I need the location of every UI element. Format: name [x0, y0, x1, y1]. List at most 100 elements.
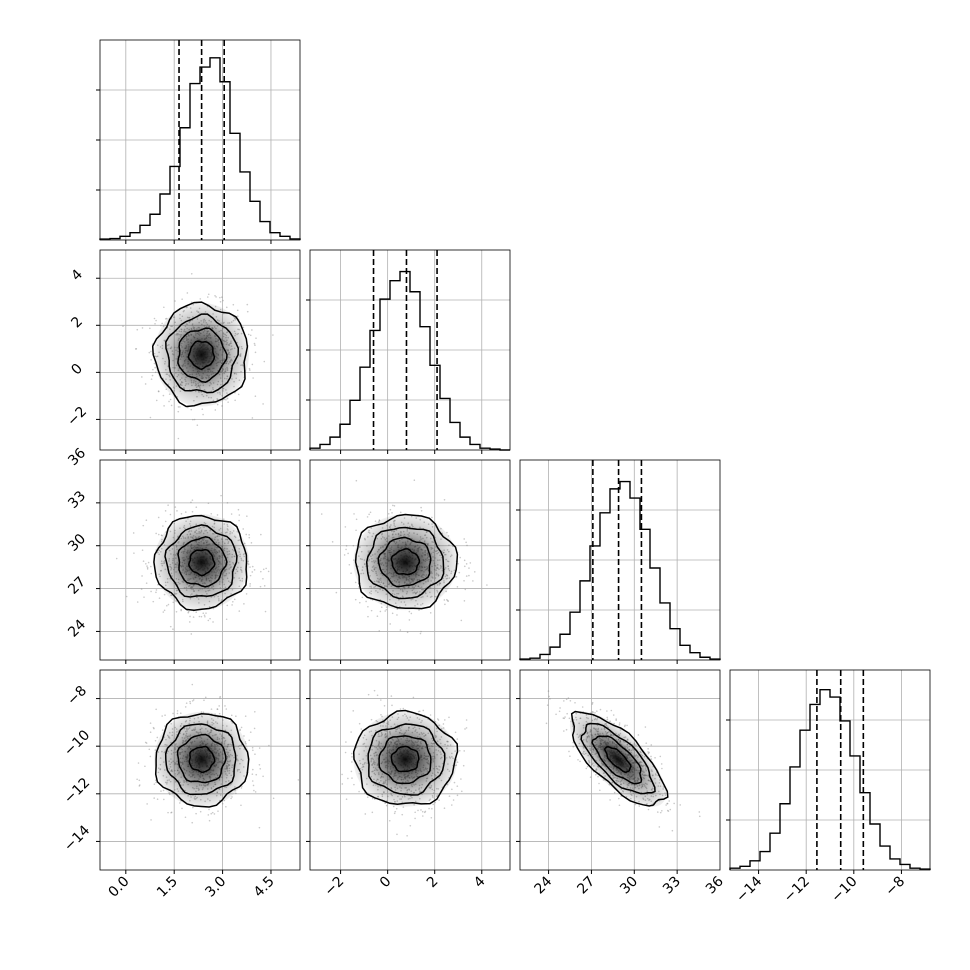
- sample-point: [163, 593, 166, 596]
- sample-point: [385, 804, 388, 807]
- sample-point: [265, 567, 267, 570]
- density-fill: [353, 514, 458, 611]
- sample-point: [468, 574, 470, 577]
- sample-point: [436, 718, 439, 720]
- sample-point: [345, 545, 348, 547]
- sample-point: [221, 296, 223, 298]
- sample-point: [654, 756, 656, 759]
- sample-point: [146, 803, 148, 805]
- sample-point: [413, 479, 416, 482]
- sample-point: [259, 585, 262, 588]
- sample-point: [396, 833, 398, 836]
- sample-point: [164, 725, 166, 727]
- sample-point: [410, 612, 413, 615]
- sample-point: [254, 395, 257, 398]
- sample-point: [459, 556, 461, 559]
- sample-point: [163, 609, 166, 612]
- sample-point: [566, 712, 568, 715]
- sample-point: [156, 736, 159, 739]
- sample-point: [559, 707, 561, 709]
- sample-point: [217, 810, 219, 812]
- sample-point: [208, 808, 210, 811]
- sample-point: [251, 417, 254, 419]
- scatter-panel-3-0: [96, 669, 301, 874]
- sample-point: [401, 813, 404, 816]
- sample-point: [163, 798, 165, 801]
- sample-point: [446, 599, 449, 602]
- sample-point: [428, 807, 430, 810]
- sample-point: [417, 809, 419, 812]
- sample-point: [591, 710, 594, 713]
- sample-point: [251, 565, 254, 568]
- sample-point: [463, 538, 466, 540]
- sample-point: [208, 819, 211, 822]
- sample-point: [177, 410, 180, 413]
- sample-point: [160, 534, 163, 536]
- sample-point: [255, 337, 257, 339]
- sample-point: [458, 571, 461, 574]
- contour-line: [377, 536, 432, 588]
- sample-point: [599, 789, 601, 792]
- sample-point: [135, 348, 137, 350]
- sample-point: [463, 565, 466, 568]
- sample-point: [122, 325, 124, 328]
- sample-point: [162, 789, 165, 792]
- sample-point: [380, 606, 383, 608]
- sample-point: [456, 794, 459, 797]
- sample-point: [226, 604, 229, 607]
- sample-point: [451, 788, 453, 791]
- sample-point: [456, 586, 459, 588]
- sample-point: [412, 696, 415, 699]
- sample-point: [225, 805, 227, 808]
- sample-point: [669, 808, 672, 811]
- sample-point: [200, 615, 203, 618]
- sample-point: [251, 773, 254, 775]
- sample-point: [125, 595, 128, 598]
- contour-line: [188, 548, 216, 577]
- sample-point: [164, 318, 167, 320]
- sample-point: [254, 351, 257, 354]
- sample-point: [460, 790, 463, 793]
- sample-point: [180, 609, 182, 612]
- sample-point: [145, 519, 148, 522]
- sample-point: [422, 815, 424, 817]
- sample-point: [144, 383, 147, 385]
- sample-point: [469, 562, 472, 564]
- sample-point: [390, 695, 393, 697]
- sample-point: [255, 773, 258, 776]
- sample-point: [153, 317, 156, 320]
- contour-line: [176, 733, 227, 784]
- sample-point: [251, 780, 254, 782]
- sample-point: [262, 577, 264, 580]
- sample-point: [191, 510, 194, 513]
- sample-point: [581, 706, 584, 708]
- sample-point: [225, 618, 228, 621]
- sample-point: [157, 390, 160, 393]
- sample-point: [227, 401, 229, 403]
- sample-point: [252, 768, 254, 771]
- sample-point: [192, 699, 195, 701]
- sample-point: [344, 751, 347, 754]
- sample-point: [417, 710, 420, 713]
- sample-point: [150, 572, 153, 575]
- sample-point: [184, 706, 187, 708]
- sample-point: [240, 787, 243, 789]
- sample-point: [384, 610, 387, 612]
- sample-point: [263, 585, 266, 587]
- sample-point: [240, 726, 243, 729]
- sample-point: [148, 748, 151, 751]
- sample-point: [350, 572, 352, 575]
- sample-point: [169, 625, 172, 628]
- sample-point: [142, 560, 145, 562]
- sample-point: [248, 369, 251, 371]
- sample-point: [258, 826, 261, 829]
- sample-point: [237, 393, 240, 396]
- sample-point: [472, 580, 474, 582]
- sample-point: [408, 610, 411, 613]
- sample-point: [387, 512, 390, 515]
- sample-point: [249, 566, 251, 568]
- sample-point: [136, 778, 138, 781]
- sample-point: [163, 306, 165, 309]
- sample-point: [233, 598, 236, 601]
- sample-point: [169, 513, 172, 516]
